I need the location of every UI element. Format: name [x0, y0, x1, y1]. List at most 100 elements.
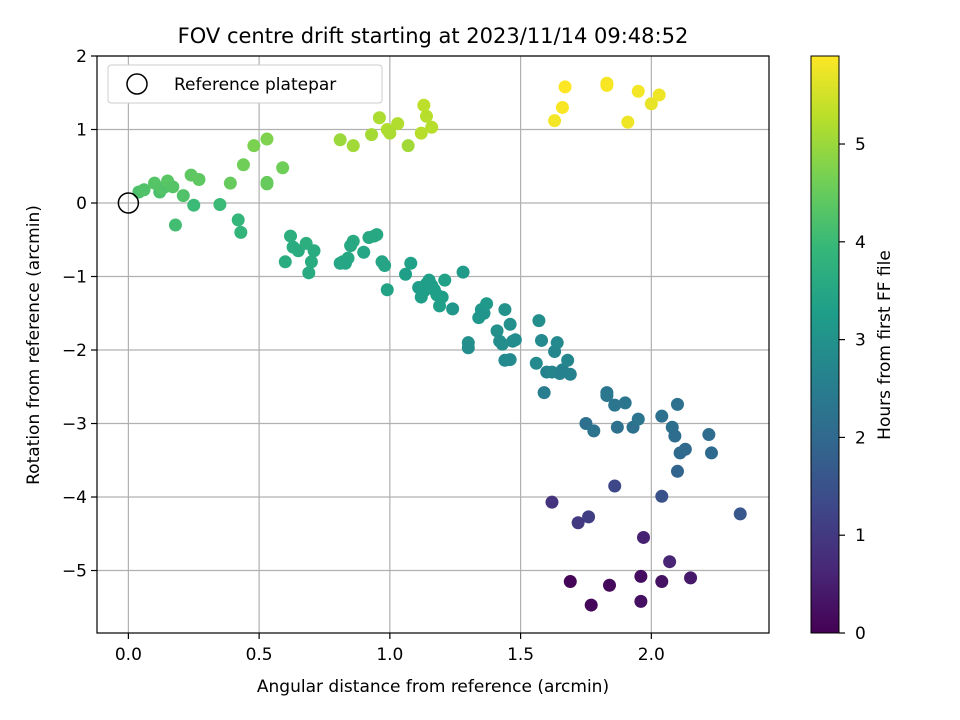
data-point	[234, 225, 248, 239]
colorbar-tick-label: 1	[855, 526, 866, 546]
x-tick-label: 1.0	[376, 645, 403, 665]
data-point	[655, 409, 669, 423]
x-tick-label: 1.5	[507, 645, 534, 665]
data-point	[419, 109, 433, 123]
data-point	[399, 267, 413, 281]
y-tick-label: −1	[62, 268, 87, 288]
data-point	[192, 172, 206, 186]
data-point	[548, 114, 562, 128]
data-point	[247, 139, 261, 153]
colorbar-gradient	[810, 55, 840, 634]
data-point	[610, 420, 624, 434]
data-point	[670, 397, 684, 411]
data-point	[652, 88, 666, 102]
data-point	[563, 367, 577, 381]
data-point	[545, 495, 559, 509]
data-point	[631, 84, 645, 98]
data-point	[503, 317, 517, 331]
data-point	[401, 139, 415, 153]
y-tick-label: −4	[62, 488, 87, 508]
colorbar: 0 1 2 3 4 5 Hours from first FF file	[810, 55, 895, 644]
legend: Reference platepar	[107, 64, 383, 104]
data-point	[176, 189, 190, 203]
data-point	[380, 283, 394, 297]
data-point	[582, 510, 596, 524]
grid-lines	[97, 55, 769, 633]
data-point	[333, 133, 347, 147]
data-point	[704, 446, 718, 460]
y-tick-label: 2	[76, 47, 87, 67]
data-point	[550, 336, 564, 350]
data-point	[223, 176, 237, 190]
data-point	[456, 265, 470, 279]
data-point	[600, 78, 614, 92]
data-point	[621, 115, 635, 129]
data-point	[644, 97, 658, 111]
colorbar-ticks: 0 1 2 3 4 5	[839, 135, 866, 644]
data-point	[600, 389, 614, 403]
data-point	[302, 266, 316, 280]
data-point	[584, 598, 598, 612]
data-point	[346, 139, 360, 153]
legend-marker	[126, 73, 148, 95]
legend-box	[107, 64, 383, 104]
colorbar-tick-label: 3	[855, 331, 866, 351]
data-point	[378, 258, 392, 272]
data-point	[668, 429, 682, 443]
data-point	[231, 213, 245, 227]
data-point	[558, 80, 572, 94]
legend-label: Reference platepar	[174, 75, 336, 95]
data-point	[535, 333, 549, 347]
data-point	[414, 126, 428, 140]
data-points	[117, 76, 747, 612]
y-tick-label: −2	[62, 341, 87, 361]
data-point	[634, 569, 648, 583]
data-point	[508, 333, 522, 347]
chart-title: FOV centre drift starting at 2023/11/14 …	[178, 24, 689, 48]
colorbar-tick-label: 2	[855, 428, 866, 448]
data-point	[446, 302, 460, 316]
data-point	[655, 575, 669, 589]
data-point	[278, 255, 292, 269]
data-point	[563, 575, 577, 589]
y-tick-label: 0	[76, 194, 87, 214]
data-point	[187, 198, 201, 212]
data-point	[587, 424, 601, 438]
data-point	[307, 244, 321, 258]
data-point	[260, 132, 274, 146]
data-point	[276, 161, 290, 175]
data-point	[532, 314, 546, 328]
data-point	[304, 255, 318, 269]
colorbar-label: Hours from first FF file	[875, 250, 895, 440]
data-point	[571, 516, 585, 530]
data-point	[503, 353, 517, 367]
data-point	[370, 228, 384, 242]
x-axis-ticks: 0.0 0.5 1.0 1.5 2.0	[115, 633, 665, 665]
data-point	[490, 324, 504, 338]
data-point	[435, 290, 449, 304]
data-point	[678, 442, 692, 456]
x-tick-label: 0.0	[115, 645, 142, 665]
data-point	[631, 412, 645, 426]
y-tick-label: 1	[76, 121, 87, 141]
data-point	[561, 353, 575, 367]
data-point	[702, 428, 716, 442]
data-point	[166, 180, 180, 194]
colorbar-tick-label: 5	[855, 135, 866, 155]
data-point	[670, 464, 684, 478]
data-point	[602, 578, 616, 592]
reference-platepar-marker	[117, 192, 140, 214]
colorbar-tick-label: 0	[855, 624, 866, 644]
plot-frame	[96, 55, 770, 634]
data-point	[663, 555, 677, 569]
data-point	[344, 239, 358, 253]
data-point	[365, 128, 379, 142]
data-point	[634, 594, 648, 608]
data-point	[495, 337, 509, 351]
data-point	[498, 303, 512, 317]
data-point	[655, 489, 669, 503]
data-point	[357, 245, 371, 259]
data-point	[555, 100, 569, 114]
x-axis-label: Angular distance from reference (arcmin)	[257, 677, 609, 697]
